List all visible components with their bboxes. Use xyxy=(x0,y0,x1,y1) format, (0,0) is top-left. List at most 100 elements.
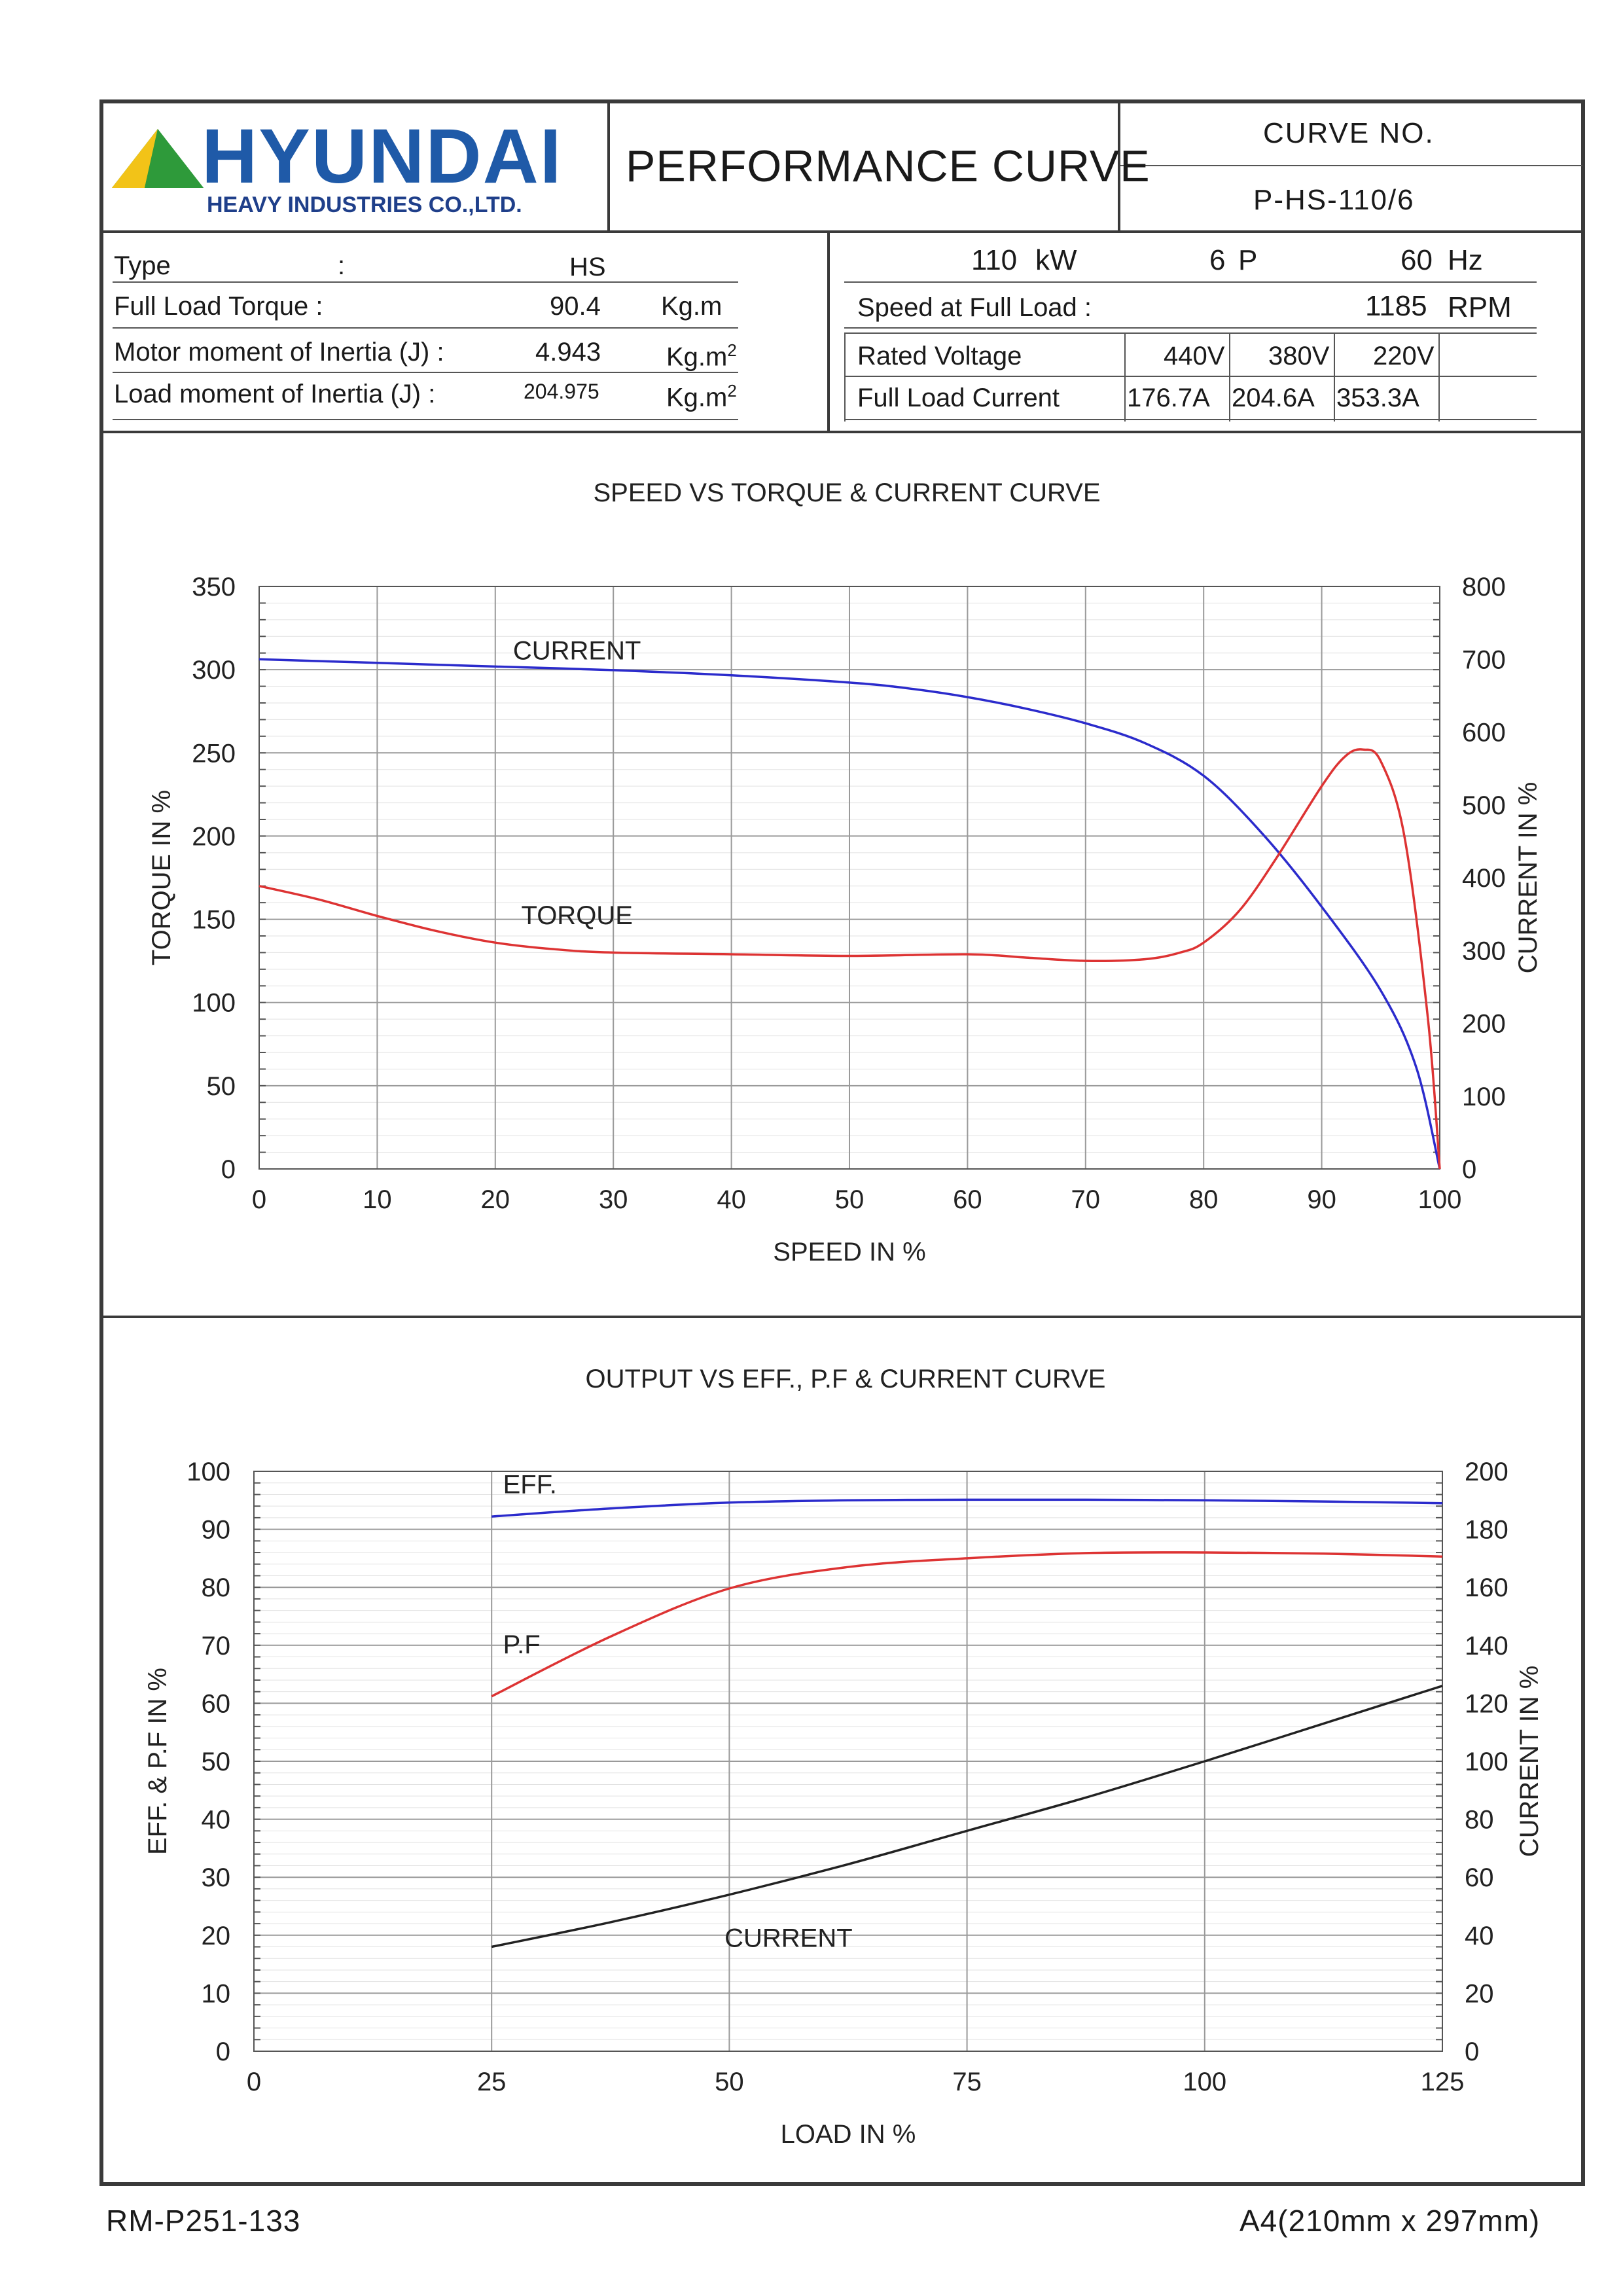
x-tick-label: 0 xyxy=(252,1185,266,1214)
table-border xyxy=(844,419,1537,420)
brand-name: HYUNDAI xyxy=(202,113,563,200)
x-tick-label: 80 xyxy=(1189,1185,1219,1214)
current-440: 176.7A xyxy=(1127,384,1210,412)
x-tick-label: 100 xyxy=(1418,1185,1462,1214)
frequency-value: 60 xyxy=(1400,244,1433,276)
chart-title: SPEED VS TORQUE & CURRENT CURVE xyxy=(594,478,1101,507)
y2-tick-label: 80 xyxy=(1465,1806,1494,1835)
y2-tick-label: 100 xyxy=(1465,1748,1508,1776)
motor-inertia-label: Motor moment of Inertia (J) : xyxy=(114,338,444,367)
y-axis-label: TORQUE IN % xyxy=(147,790,176,965)
series-line-eff xyxy=(491,1498,1443,1518)
y2-tick-label: 0 xyxy=(1462,1155,1476,1184)
spec-rule xyxy=(113,419,738,420)
y-tick-label: 100 xyxy=(192,989,236,1018)
y2-tick-label: 180 xyxy=(1465,1516,1508,1545)
y-tick-label: 80 xyxy=(202,1573,231,1602)
series-label: CURRENT xyxy=(724,1924,853,1953)
full-load-current-label: Full Load Current xyxy=(857,384,1060,412)
x-tick-label: 50 xyxy=(715,2068,744,2096)
y-tick-label: 10 xyxy=(202,1979,231,2008)
y2-tick-label: 40 xyxy=(1465,1922,1494,1950)
full-load-torque-unit: Kg.m xyxy=(661,292,722,321)
plot-area xyxy=(259,586,1440,1170)
speed-full-load-unit: RPM xyxy=(1448,291,1512,323)
series-label: P.F xyxy=(503,1630,541,1659)
curve-no-label: CURVE NO. xyxy=(1263,117,1435,149)
speed-full-load-value: 1185 xyxy=(1365,290,1427,322)
x-tick-label: 60 xyxy=(953,1185,982,1214)
y2-tick-label: 160 xyxy=(1465,1573,1508,1602)
y2-tick-label: 0 xyxy=(1465,2037,1479,2066)
y2-axis-label: CURRENT IN % xyxy=(1515,1666,1544,1857)
y-axis-label: EFF. & P.F IN % xyxy=(143,1668,172,1855)
series-line-current xyxy=(491,1685,1443,1948)
y-tick-label: 20 xyxy=(202,1922,231,1950)
voltage-220: 220V xyxy=(1373,342,1435,370)
y2-tick-label: 800 xyxy=(1462,573,1506,601)
y-tick-label: 30 xyxy=(202,1863,231,1892)
spec-rule xyxy=(113,281,738,283)
y-tick-label: 250 xyxy=(192,739,236,768)
sheet-frame xyxy=(99,99,1585,2186)
y-tick-label: 100 xyxy=(187,1458,230,1486)
voltage-380: 380V xyxy=(1268,342,1330,370)
y-tick-label: 300 xyxy=(192,656,236,685)
current-380: 204.6A xyxy=(1232,384,1315,412)
y2-tick-label: 120 xyxy=(1465,1689,1508,1718)
chart-divider-rule xyxy=(99,1316,1585,1318)
x-tick-label: 50 xyxy=(835,1185,865,1214)
x-tick-label: 30 xyxy=(599,1185,628,1214)
y-tick-label: 0 xyxy=(216,2037,230,2066)
y2-tick-label: 140 xyxy=(1465,1632,1508,1660)
series-label: EFF. xyxy=(503,1471,557,1499)
hyundai-logo: HYUNDAI HEAVY INDUSTRIES CO.,LTD. xyxy=(109,118,593,216)
x-tick-label: 75 xyxy=(952,2068,982,2096)
document-code: RM-P251-133 xyxy=(106,2204,301,2238)
x-tick-label: 20 xyxy=(481,1185,510,1214)
series-line-current xyxy=(259,658,1441,1170)
poles-unit: P xyxy=(1238,244,1258,276)
y2-tick-label: 100 xyxy=(1462,1083,1506,1111)
y-tick-label: 50 xyxy=(202,1748,231,1776)
x-tick-label: 100 xyxy=(1183,2068,1226,2096)
table-border xyxy=(844,376,1537,377)
curve-number: P-HS-110/6 xyxy=(1253,184,1415,216)
y-tick-label: 60 xyxy=(202,1689,231,1718)
y2-tick-label: 20 xyxy=(1465,1979,1494,2008)
current-220: 353.3A xyxy=(1336,384,1419,412)
power-unit: kW xyxy=(1035,244,1077,276)
header-divider-1 xyxy=(607,99,610,232)
type-value: HS xyxy=(569,253,606,281)
frequency-unit: Hz xyxy=(1448,244,1483,276)
x-tick-label: 90 xyxy=(1307,1185,1336,1214)
y2-tick-label: 600 xyxy=(1462,719,1506,747)
voltage-440: 440V xyxy=(1164,342,1225,370)
header-divider-2 xyxy=(1118,99,1120,232)
chart-title: OUTPUT VS EFF., P.F & CURRENT CURVE xyxy=(586,1365,1106,1393)
table-border xyxy=(1124,334,1126,422)
spec-rule xyxy=(844,327,1537,329)
y-tick-label: 50 xyxy=(207,1072,236,1101)
full-load-torque-label: Full Load Torque : xyxy=(114,292,323,321)
motor-inertia-unit: Kg.m2 xyxy=(666,340,737,372)
x-axis-label: SPEED IN % xyxy=(773,1238,925,1266)
page-title: PERFORMANCE CURVE xyxy=(626,141,1150,191)
poles-value: 6 xyxy=(1209,244,1226,276)
type-colon: : xyxy=(338,251,346,280)
x-tick-label: 70 xyxy=(1071,1185,1101,1214)
specs-divider xyxy=(827,230,830,432)
table-border xyxy=(1334,334,1335,422)
table-border xyxy=(1438,334,1440,422)
series-label: CURRENT xyxy=(513,636,641,665)
full-load-torque-value: 90.4 xyxy=(550,292,601,321)
load-inertia-value: 204.975 xyxy=(524,380,599,403)
y-tick-label: 40 xyxy=(202,1806,231,1835)
x-tick-label: 125 xyxy=(1421,2068,1465,2096)
y-tick-label: 150 xyxy=(192,906,236,935)
spec-rule xyxy=(113,327,738,329)
type-label: Type xyxy=(114,251,171,280)
spec-rule xyxy=(113,372,738,373)
series-line-pf xyxy=(491,1551,1443,1698)
x-tick-label: 40 xyxy=(717,1185,746,1214)
